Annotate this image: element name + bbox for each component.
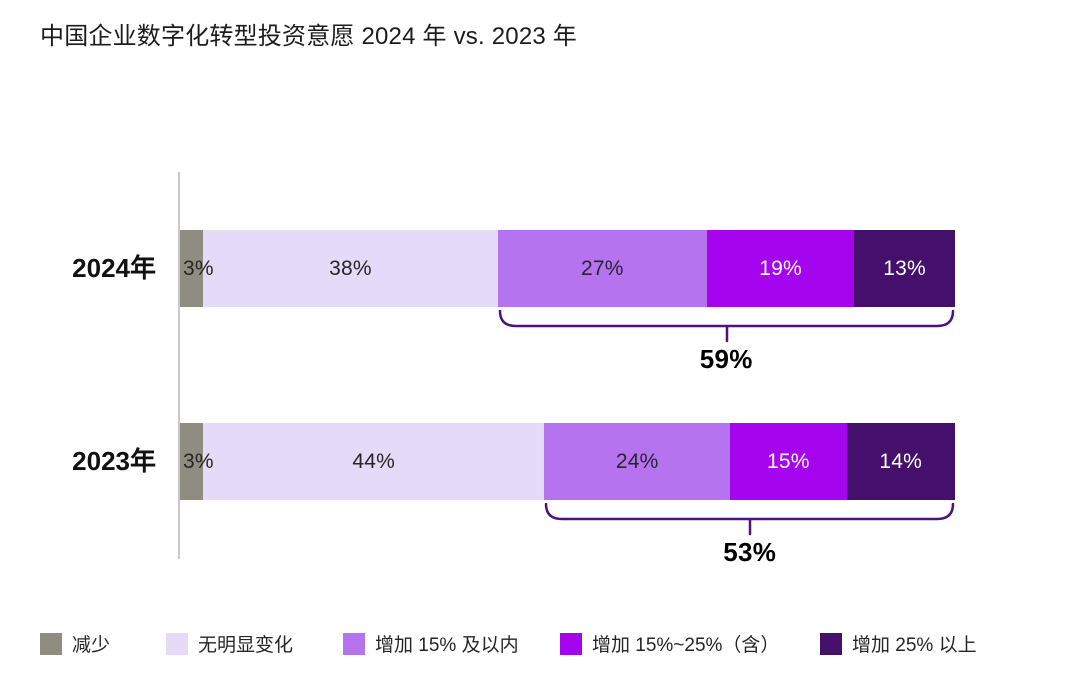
row-label-2023年: 2023年 <box>72 446 156 476</box>
stacked-bar-2024年: 3% 38% 27% 19% 13% <box>180 230 955 307</box>
legend-swatch <box>820 632 842 655</box>
legend-swatch <box>40 632 62 655</box>
stacked-bar-2023年: 3% 44% 24% 15% 14% <box>180 423 955 500</box>
bar-segment: 15% <box>730 423 847 500</box>
legend-label: 增加 15%~25%（含） <box>592 635 780 656</box>
segment-value-label: 14% <box>879 449 923 473</box>
bar-segment: 3% <box>180 423 214 500</box>
bracket-path <box>498 310 954 343</box>
legend-item: 增加 15%~25%（含） <box>560 630 779 657</box>
bar-segment: 24% <box>544 423 731 500</box>
legend-item: 无明显变化 <box>166 630 293 657</box>
bar-segment: 27% <box>497 230 707 307</box>
increase-total-label: 53% <box>723 537 777 567</box>
increase-total-bracket <box>498 310 954 343</box>
segment-value-label: 15% <box>767 449 810 473</box>
bar-segment: 38% <box>203 230 498 307</box>
segment-value-label: 44% <box>352 449 396 473</box>
legend-swatch <box>560 632 582 655</box>
legend-label: 增加 15% 及以内 <box>375 635 519 656</box>
segment-value-label: 27% <box>581 256 624 280</box>
segment-value-label: 24% <box>615 449 659 473</box>
bar-segment: 44% <box>203 423 545 500</box>
legend-label: 减少 <box>72 635 111 656</box>
legend: 减少 无明显变化 增加 15% 及以内 增加 15%~25%（含） 增加 25% 以上 <box>0 630 1080 658</box>
bar-segment: 19% <box>707 230 855 307</box>
bar-segment: 3% <box>180 230 214 307</box>
segment-value-label: 19% <box>759 256 802 280</box>
chart-title: 中国企业数字化转型投资意愿 2024 年 vs. 2023 年 <box>40 23 577 50</box>
y-axis-line <box>178 172 180 559</box>
increase-total-bracket <box>545 503 955 536</box>
segment-value-label: 13% <box>883 256 926 280</box>
bar-segment: 14% <box>846 423 955 500</box>
segment-value-label: 38% <box>329 256 372 280</box>
legend-swatch <box>343 632 365 655</box>
segment-value-label: 3% <box>183 256 214 280</box>
legend-item: 增加 15% 及以内 <box>343 630 519 657</box>
increase-total-label: 59% <box>699 344 753 374</box>
bracket-path <box>545 503 955 536</box>
bar-segment: 13% <box>854 230 955 307</box>
legend-label: 增加 25% 以上 <box>852 635 977 656</box>
legend-item: 减少 <box>40 630 110 657</box>
row-label-2024年: 2024年 <box>72 253 156 283</box>
segment-value-label: 3% <box>183 449 214 473</box>
legend-item: 增加 25% 以上 <box>820 630 977 657</box>
legend-label: 无明显变化 <box>198 635 294 656</box>
legend-swatch <box>166 632 188 655</box>
